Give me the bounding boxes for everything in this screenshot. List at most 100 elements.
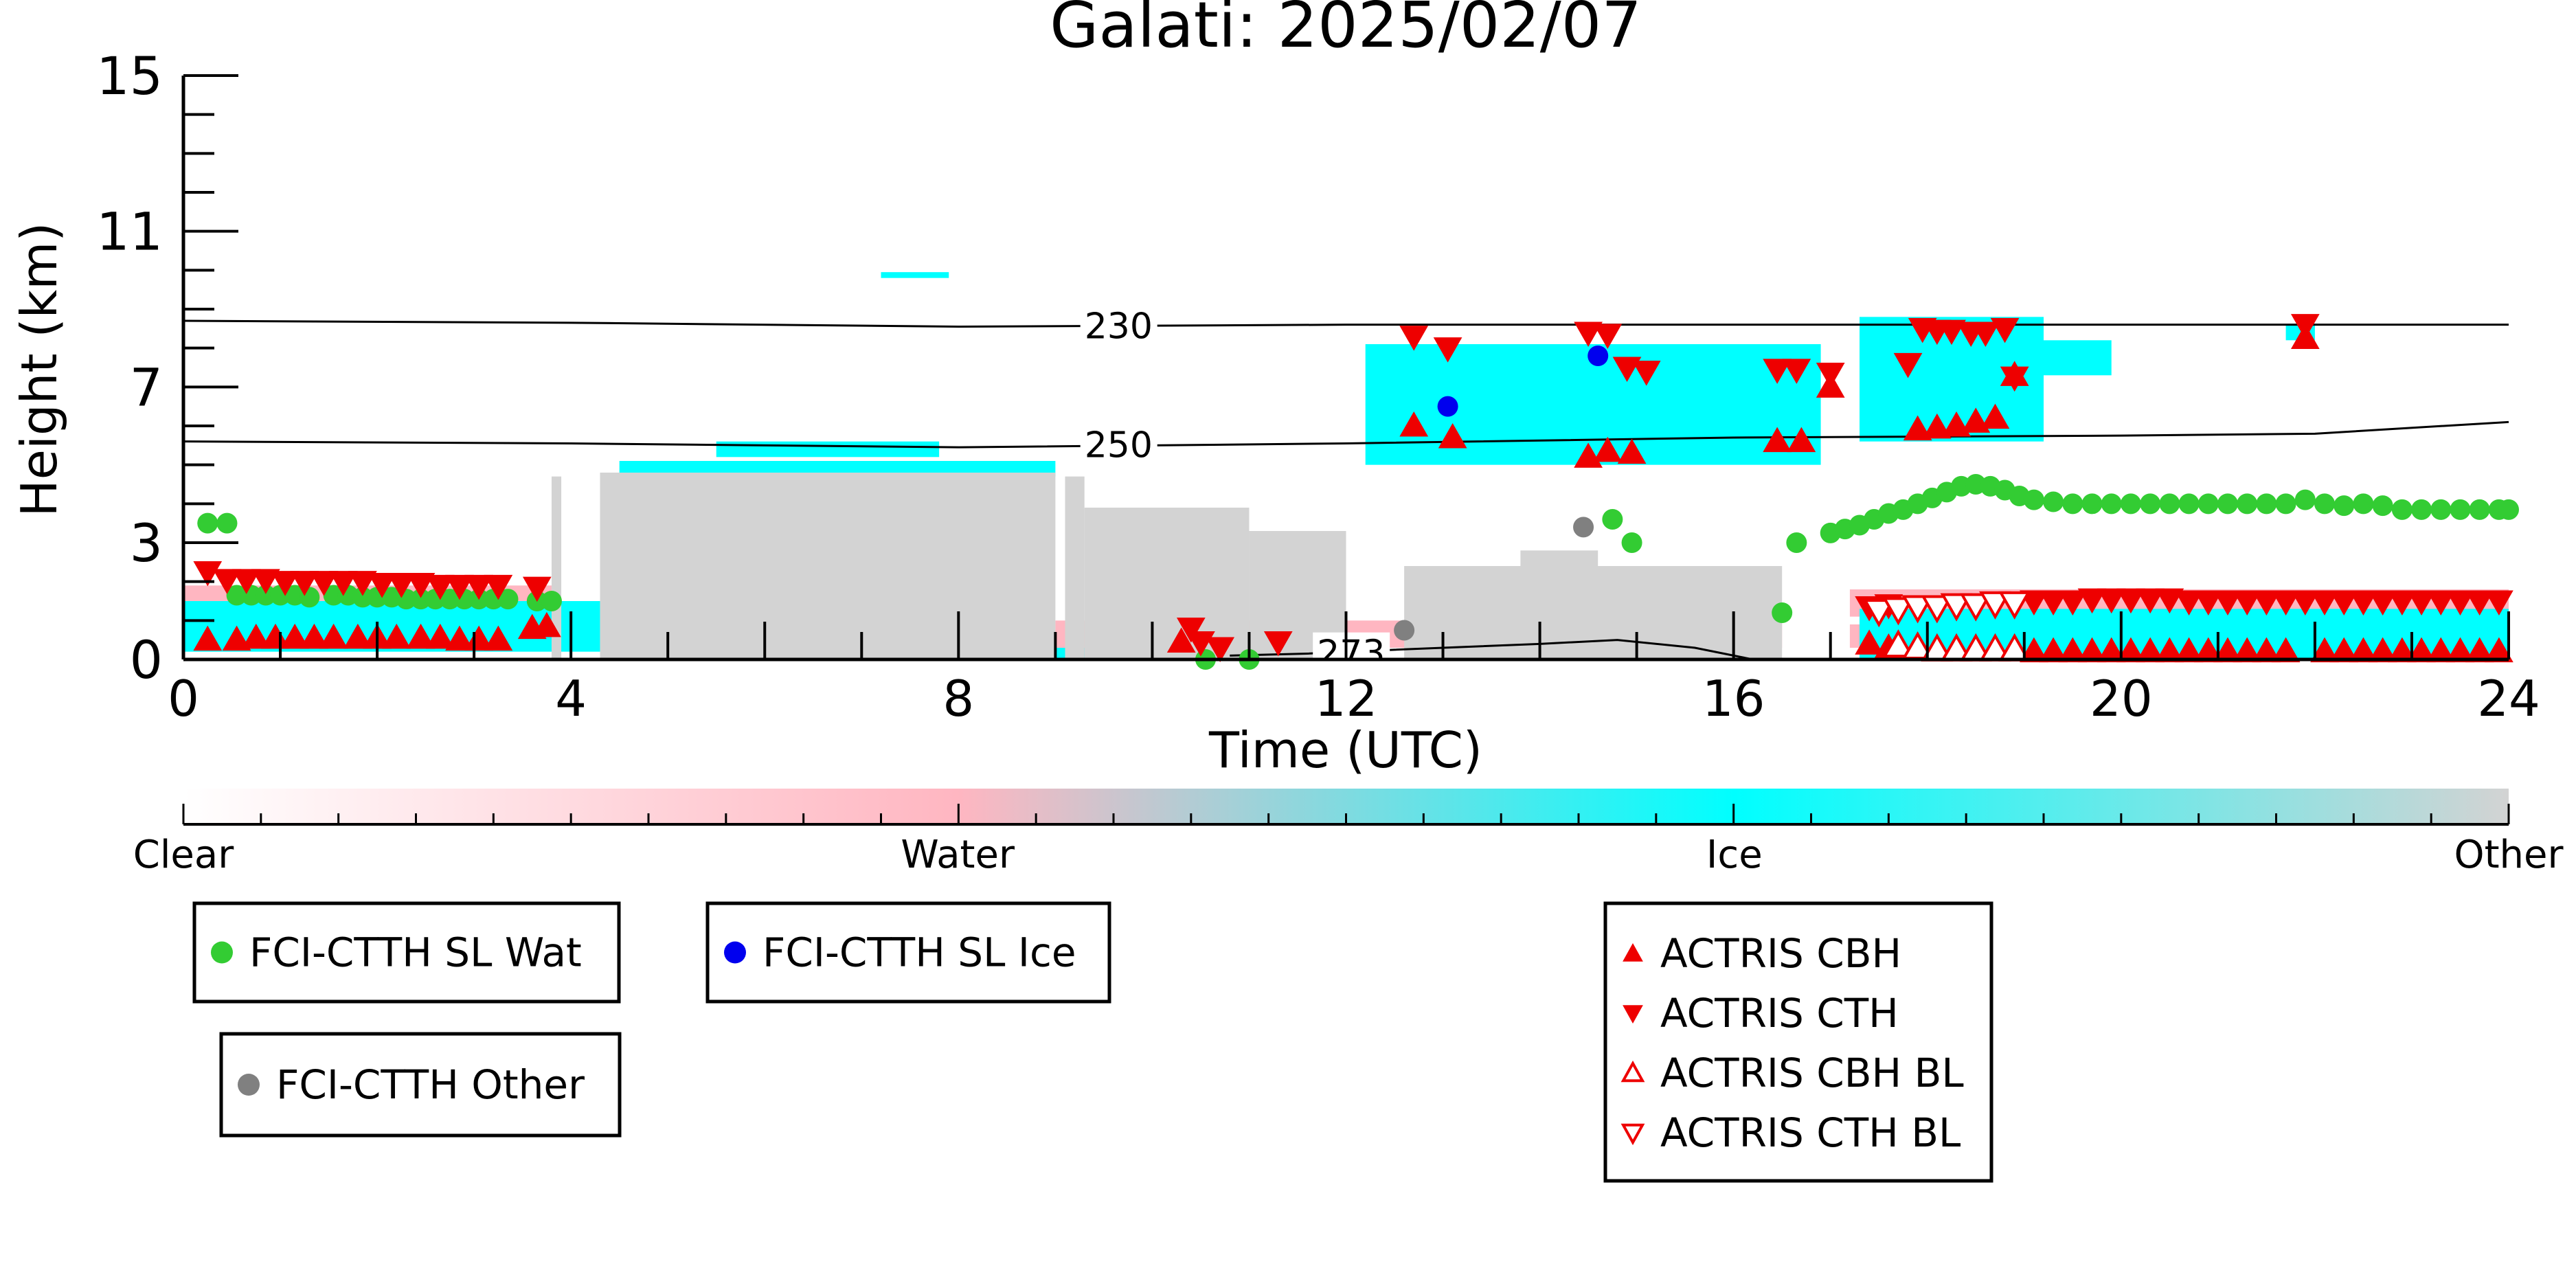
data-point [2062,493,2083,515]
legend-frame [219,1032,622,1138]
data-point [2445,637,2475,663]
contour-label: 230 [1085,306,1153,348]
data-point [2233,637,2262,663]
data-point [1433,337,1462,363]
legend-marker [1623,942,1643,962]
data-point [1787,427,1816,453]
data-point [2058,590,2088,616]
classification-colorbar: Clear Water Ice Other [133,789,2564,877]
x-axis-label: Time (UTC) [1208,721,1482,779]
mask-region-other [600,473,1056,659]
data-point [290,571,319,596]
data-point [328,571,358,596]
data-point [319,623,348,649]
data-point [2498,499,2519,520]
data-point [541,591,562,611]
data-point [2116,637,2145,663]
y-tick-label: 11 [96,201,163,262]
data-point [2430,499,2452,520]
data-point [255,585,276,606]
data-point [425,574,455,600]
data-point [2294,489,2316,510]
data-point [231,569,261,594]
legend-label: FCI-CTTH SL Wat [249,929,582,976]
data-point [2155,588,2184,614]
plot-axes: 0 3 7 11 15 0 4 8 12 16 20 24 [96,45,2540,727]
data-point [2174,590,2204,616]
data-point [2290,314,2320,339]
legend-marker [724,941,746,964]
data-point [1399,411,1429,437]
data-point [1206,637,1235,663]
data-point [1998,591,2031,620]
mask-region-ice [881,272,949,278]
data-point [261,623,290,649]
data-point [2213,590,2242,616]
data-point [439,589,460,610]
data-point [2387,637,2417,663]
contour-label: 250 [1085,425,1153,466]
x-tick-label: 16 [1702,670,1765,727]
data-point [1921,595,1954,624]
data-point [1593,436,1623,462]
data-point [2329,590,2359,616]
data-point [2353,493,2374,515]
data-point [387,573,416,598]
legend-label: ACTRIS CTH BL [1660,1109,1961,1156]
contour-label-bg [1313,632,1390,659]
data-point [2372,495,2393,517]
data-point [1990,317,2020,343]
data-point [300,623,329,649]
data-point [484,625,513,651]
data-point [241,623,271,649]
data-point [2039,590,2068,616]
colorbar-label: Other [2454,833,2564,877]
data-point [1772,602,1793,623]
data-point [2310,590,2339,616]
data-point [2252,590,2281,616]
legend-label: ACTRIS CBH [1660,930,1901,977]
colorbar-label: Water [901,833,1015,877]
data-point [2465,590,2494,616]
mask-region-other [1084,508,1250,659]
y-tick-label: 0 [130,629,163,690]
data-point [1903,415,1932,441]
legend-frame [192,901,621,1004]
data-point [251,569,280,594]
data-point [382,623,411,649]
data-point [532,611,561,637]
series-fci-ctth-sl-ice [1437,346,1609,417]
data-point [193,625,223,651]
data-point [2271,590,2301,616]
legend-box: ACTRIS CBH ACTRIS CTH ACTRIS CBH BL ACTRIS … [1603,901,1993,1183]
data-point [2159,493,2180,515]
data-point [2368,637,2397,663]
legend-marker [1620,1060,1645,1083]
x-tick-label: 8 [942,670,974,727]
legend-label: ACTRIS CTH [1660,990,1899,1037]
colorbar-label: Ice [1706,833,1763,877]
data-point [222,625,251,651]
data-point [1617,438,1647,464]
marker-layer [193,314,2519,670]
data-point [1855,629,1884,655]
x-tick-label: 0 [168,670,199,727]
data-point [464,625,494,651]
data-point [1893,352,1923,379]
data-point [1971,321,2000,348]
data-point [1399,326,1429,351]
data-point [2290,590,2320,616]
legend-marker [211,941,233,964]
x-tick-label: 24 [2477,670,2540,727]
data-point [2136,637,2165,663]
data-point [226,585,247,606]
legend-marker [1620,1123,1645,1146]
data-point [1263,631,1293,657]
data-point [2391,499,2413,520]
data-point [1959,593,1992,622]
data-point [1882,597,1914,626]
data-point [445,574,474,600]
data-point [1979,591,2011,620]
data-point [1937,319,1966,346]
